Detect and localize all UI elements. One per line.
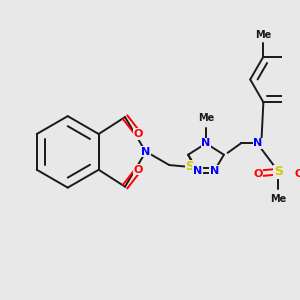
Text: O: O — [134, 129, 143, 139]
Text: S: S — [274, 165, 283, 178]
Text: N: N — [201, 138, 211, 148]
Text: O: O — [294, 169, 300, 178]
Text: Me: Me — [270, 194, 286, 204]
Text: N: N — [210, 166, 219, 176]
Text: O: O — [134, 165, 143, 175]
Text: Me: Me — [255, 30, 272, 40]
Text: S: S — [185, 160, 194, 173]
Text: O: O — [253, 169, 262, 178]
Text: N: N — [141, 147, 150, 157]
Text: Me: Me — [198, 113, 214, 123]
Text: N: N — [253, 138, 262, 148]
Text: N: N — [193, 166, 202, 176]
